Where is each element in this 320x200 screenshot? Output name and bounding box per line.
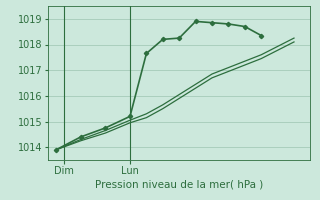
X-axis label: Pression niveau de la mer( hPa ): Pression niveau de la mer( hPa ) <box>95 180 263 190</box>
